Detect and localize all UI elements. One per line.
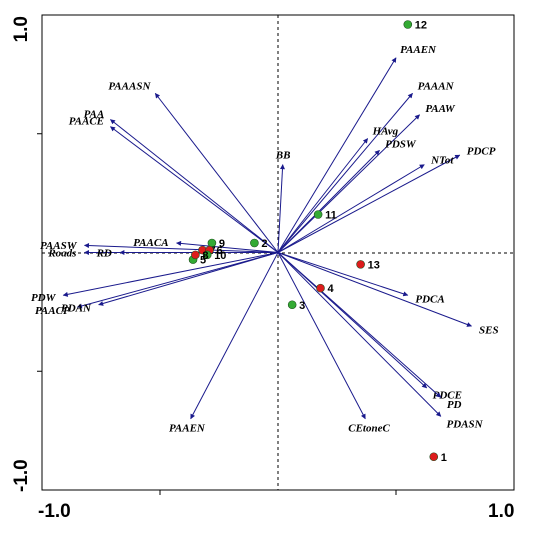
vector-arrow bbox=[277, 252, 366, 420]
vector-arrow bbox=[176, 240, 279, 253]
vector-arrow bbox=[62, 252, 279, 297]
vector-arrow bbox=[76, 252, 279, 309]
vector-arrow bbox=[277, 138, 369, 253]
vector-arrow bbox=[277, 252, 442, 417]
site-label: 12 bbox=[415, 20, 427, 32]
vector-label: Roads bbox=[47, 248, 76, 260]
vector-label: RD bbox=[96, 248, 112, 260]
site-point bbox=[429, 452, 439, 462]
vector-label: BB bbox=[275, 150, 291, 162]
site-label: 8 bbox=[202, 250, 208, 262]
vector-label: PDW bbox=[31, 292, 57, 304]
vector-label: PAAASN bbox=[108, 80, 151, 92]
vector-label: HAvg bbox=[372, 126, 399, 138]
site-label: 4 bbox=[327, 283, 334, 295]
x-tick-label-min: -1.0 bbox=[38, 501, 71, 522]
vector-arrow bbox=[277, 150, 380, 253]
site-label: 2 bbox=[261, 238, 267, 250]
vector-label: PDCA bbox=[415, 293, 444, 305]
vector-label: PAAW bbox=[425, 103, 456, 115]
site-label: 6 bbox=[217, 245, 223, 257]
vector-label: PAASW bbox=[40, 240, 78, 252]
axis-ticks bbox=[37, 133, 397, 495]
vector-label: PDAN bbox=[61, 303, 92, 315]
vector-label: PAAAN bbox=[418, 81, 455, 93]
vector-arrow bbox=[190, 252, 279, 420]
site-point bbox=[250, 238, 259, 248]
vector-arrow bbox=[277, 92, 413, 253]
vector-label: PDSW bbox=[385, 138, 417, 150]
vector-label: PAACE bbox=[69, 116, 104, 128]
vector-arrow bbox=[110, 119, 279, 253]
site-label: 9 bbox=[219, 238, 225, 250]
vector-arrow bbox=[277, 57, 397, 253]
site-point bbox=[316, 283, 325, 293]
vector-label: PAACA bbox=[133, 237, 168, 249]
vector-label: PD bbox=[447, 399, 462, 411]
vector-label: CEtoneC bbox=[348, 423, 390, 435]
vector-arrow bbox=[277, 154, 461, 253]
vector-label: PAA bbox=[84, 108, 105, 120]
vector-arrow bbox=[154, 92, 279, 253]
vector-arrow bbox=[277, 252, 442, 398]
site-point bbox=[313, 210, 323, 219]
y-tick-label-max: 1.0 bbox=[11, 16, 32, 42]
site-point bbox=[202, 250, 212, 260]
x-tick-label-max: 1.0 bbox=[488, 501, 514, 522]
site-point bbox=[191, 250, 200, 260]
site-label: 5 bbox=[200, 255, 206, 267]
vector-arrow bbox=[277, 252, 409, 297]
vector-arrow bbox=[110, 126, 279, 253]
site-label: 11 bbox=[325, 210, 337, 222]
vector-label: PAAEN bbox=[169, 423, 206, 435]
site-label: 1 bbox=[441, 452, 447, 464]
site-label: 3 bbox=[299, 300, 305, 312]
site-layer: 12112976105813431 bbox=[188, 20, 447, 464]
vector-label: PAACP bbox=[35, 305, 70, 317]
vector-label: SES bbox=[479, 325, 499, 337]
vector-arrow bbox=[277, 252, 472, 327]
site-point bbox=[287, 300, 297, 310]
vector-arrow bbox=[277, 164, 425, 253]
site-point bbox=[356, 260, 365, 269]
site-point bbox=[403, 20, 413, 29]
vector-arrow bbox=[277, 164, 285, 253]
vector-label: NTot bbox=[430, 154, 454, 166]
site-label: 10 bbox=[214, 250, 226, 262]
vector-arrow bbox=[83, 243, 279, 253]
site-label: 13 bbox=[368, 259, 380, 271]
vector-label: PDCP bbox=[467, 145, 496, 157]
vector-arrow bbox=[277, 114, 420, 253]
vector-label: PDASN bbox=[446, 418, 483, 430]
vector-arrow bbox=[98, 252, 279, 306]
vector-label: PAAEN bbox=[400, 44, 437, 56]
y-tick-label-min: -1.0 bbox=[11, 459, 32, 492]
